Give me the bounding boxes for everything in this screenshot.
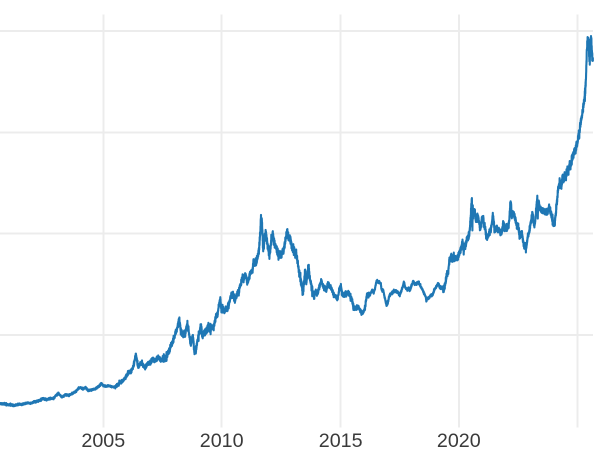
svg-text:2020: 2020 (437, 430, 481, 450)
svg-text:2015: 2015 (319, 430, 363, 450)
svg-text:2010: 2010 (200, 430, 244, 450)
svg-text:2005: 2005 (81, 430, 125, 450)
